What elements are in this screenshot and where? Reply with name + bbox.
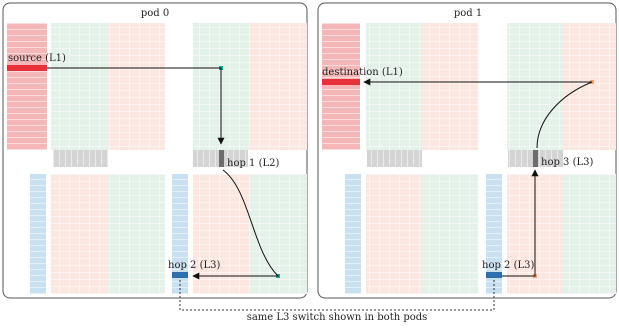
- pod-1-bot-green-a: [422, 174, 478, 294]
- pod-1-top-green-b: [507, 23, 563, 150]
- pod-0-switch-bar-a: [53, 150, 108, 167]
- pod-1-l1-strip: [322, 23, 360, 150]
- source-label: source (L1): [8, 53, 66, 64]
- pod-0-blue-strip-a: [30, 174, 46, 294]
- pod-0-path-hop1-to-hop2: [192, 169, 280, 280]
- destination-label: destination (L1): [322, 67, 403, 78]
- pod-0-bot-red-a: [51, 174, 108, 294]
- pod-1-blue-strip-b: [486, 174, 502, 294]
- pod-1-top-green-a: [366, 23, 422, 150]
- pod-0: pod 0 source (L1) hop 1 (L2) hop 2 (L3): [2, 2, 308, 299]
- destination-node: [322, 79, 360, 85]
- pod-0-bot-green-a: [108, 174, 165, 294]
- pod-0-top-red-a: [108, 23, 165, 150]
- pod-1-path-hop2-to-hop3: [502, 169, 539, 277]
- pod-1-hop2-node: [486, 272, 502, 278]
- pod-0-blue-strip-b: [172, 174, 188, 294]
- pod-1-hop2-label: hop 2 (L3): [482, 260, 534, 271]
- pod-1-hop3-label: hop 3 (L3): [541, 157, 593, 168]
- pod-1: pod 1 destination (L1) hop 3 (L3) hop 2 …: [317, 2, 617, 299]
- pod-1-title: pod 1: [454, 8, 482, 19]
- pod-1-bot-red-a: [366, 174, 422, 294]
- pod-0-title: pod 0: [141, 8, 169, 19]
- pod-1-top-red-b: [563, 23, 616, 150]
- pod-0-path-source-to-hop1: [47, 67, 225, 145]
- shared-switch-caption: same L3 switch shown in both pods: [247, 312, 428, 323]
- pod-0-hop1-node: [219, 150, 224, 167]
- pod-0-top-red-b: [250, 23, 307, 150]
- pod-0-hop2-node: [172, 272, 188, 278]
- pod-1-path-hop3-to-destination: [363, 78, 593, 149]
- pod-1-bot-green-b: [563, 174, 616, 294]
- pod-1-hop3-node: [533, 150, 538, 167]
- pod-1-blue-strip-a: [345, 174, 361, 294]
- pod-0-top-green-a: [51, 23, 108, 150]
- pod-0-hop2-label: hop 2 (L3): [168, 260, 220, 271]
- pod-0-l1-strip: [7, 23, 47, 150]
- pod-1-switch-bar-a: [367, 150, 422, 167]
- source-node: [7, 65, 47, 71]
- pod-0-hop1-label: hop 1 (L2): [227, 158, 279, 169]
- pod-1-top-red-a: [422, 23, 478, 150]
